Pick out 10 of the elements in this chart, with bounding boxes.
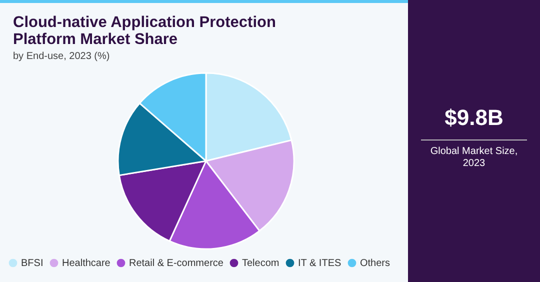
- text: Global Market Size, 2023: [430, 146, 518, 169]
- legend-label: IT & ITES: [298, 258, 342, 269]
- legend-label: Others: [360, 258, 390, 269]
- legend-label: Retail & E-commerce: [129, 258, 224, 269]
- text: $9.8B: [444, 105, 504, 130]
- legend-label: BFSI: [21, 258, 44, 269]
- chart-subtitle: by End-use, 2023 (%): [13, 51, 110, 62]
- legend-label: Healthcare: [62, 258, 111, 269]
- chart-title: Cloud-native Application Protection Platform Market Share: [13, 14, 276, 48]
- legend-label: Telecom: [242, 258, 280, 269]
